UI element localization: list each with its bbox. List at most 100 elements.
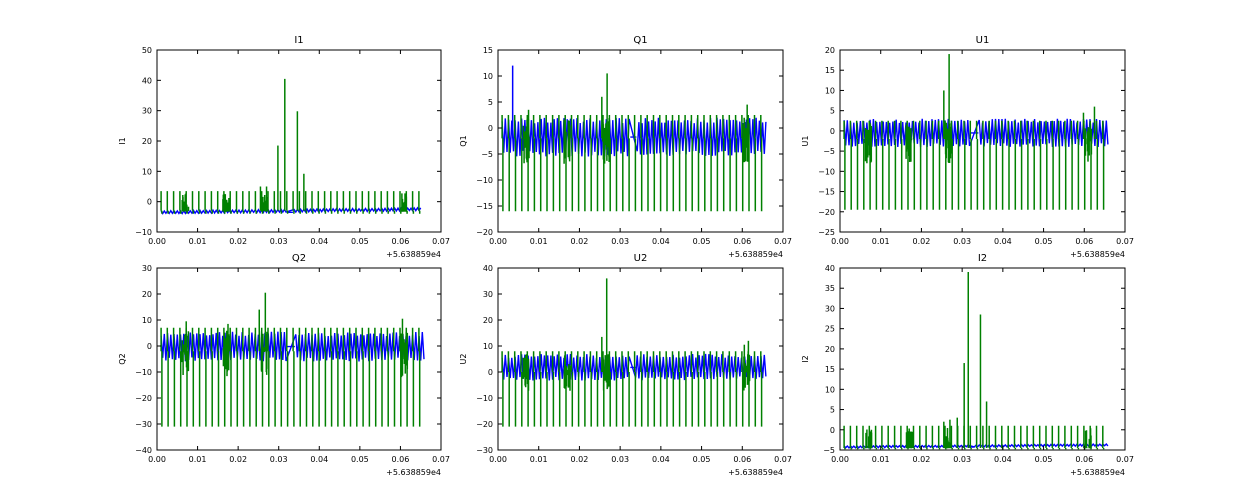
- y-tick-label: 20: [825, 345, 835, 354]
- x-tick-label: 0.00: [489, 237, 507, 246]
- y-axis-label: U1: [801, 136, 810, 147]
- subplot-title: I2: [978, 253, 987, 264]
- plot-area: [501, 65, 767, 212]
- x-tick-label: 0.01: [189, 455, 207, 464]
- x-tick-label: 0.01: [530, 455, 548, 464]
- y-axis-label: U2: [459, 354, 468, 365]
- y-tick-label: −5: [481, 150, 493, 159]
- x-tick-label: 0.01: [872, 237, 890, 246]
- y-tick-label: 0: [147, 198, 152, 207]
- x-tick-label: 0.01: [189, 237, 207, 246]
- y-tick-label: 15: [825, 365, 835, 374]
- subplot-i2: 0.00 0.01 0.02 0.03 0.04 0.05 0.06 0.07 −5 0 5 10 15…: [801, 253, 1134, 477]
- x-tick-label: 0.04: [994, 237, 1012, 246]
- x-tick-label: 0.06: [733, 237, 751, 246]
- y-axis-label: I1: [118, 137, 127, 144]
- y-tick-label: 0: [830, 426, 835, 435]
- y-tick-label: −20: [476, 420, 493, 429]
- x-offset-label: +5.638859e4: [1070, 468, 1125, 477]
- y-tick-label: 10: [142, 316, 152, 325]
- y-axis-label: Q1: [459, 135, 468, 146]
- y-tick-label: −10: [476, 176, 493, 185]
- y-tick-label: −15: [476, 202, 493, 211]
- y-tick-label: 5: [830, 406, 835, 415]
- subplot-u2: 0.00 0.01 0.02 0.03 0.04 0.05 0.06 0.07 −30 −20 −1…: [459, 253, 792, 477]
- y-tick-label: 10: [825, 385, 835, 394]
- subplot-title: Q2: [292, 253, 306, 264]
- x-tick-label: 0.05: [693, 455, 711, 464]
- y-tick-label: −10: [476, 394, 493, 403]
- y-tick-label: 35: [825, 284, 835, 293]
- series-green-spikes: [501, 351, 763, 427]
- x-tick-label: 0.04: [310, 455, 328, 464]
- x-tick-label: 0.06: [392, 237, 410, 246]
- y-tick-label: −20: [476, 228, 493, 237]
- axes-frame: [839, 267, 1126, 451]
- y-axis-label: I2: [801, 355, 810, 362]
- x-tick-label: 0.03: [611, 455, 629, 464]
- y-tick-label: 40: [825, 264, 835, 273]
- axes-frame: [839, 49, 1126, 233]
- subplot-title: U1: [976, 35, 990, 46]
- x-tick-label: 0.05: [1035, 237, 1053, 246]
- x-tick-label: 0.06: [1075, 237, 1093, 246]
- x-tick-label: 0.00: [831, 237, 849, 246]
- subplot-u1: 0.00 0.01 0.02 0.03 0.04 0.05 0.06 0.07 −25 −20 −1…: [801, 35, 1134, 259]
- y-tick-label: 10: [825, 86, 835, 95]
- subplot-q2: 0.00 0.01 0.02 0.03 0.04 0.05 0.06 0.07 −40 −30 −2…: [118, 253, 450, 477]
- x-tick-label: 0.00: [489, 455, 507, 464]
- plot-area: [501, 278, 767, 427]
- x-tick-label: 0.02: [229, 237, 247, 246]
- x-tick-label: 0.03: [270, 455, 288, 464]
- y-tick-label: 10: [483, 342, 493, 351]
- x-tick-label: 0.07: [1116, 455, 1134, 464]
- series-green-spikes: [843, 120, 1105, 210]
- x-tick-label: 0.00: [148, 237, 166, 246]
- y-tick-label: −10: [818, 167, 835, 176]
- x-offset-label: +5.638859e4: [728, 250, 783, 259]
- plot-area: [160, 292, 425, 427]
- x-tick-label: 0.05: [351, 237, 369, 246]
- y-tick-label: 40: [142, 76, 152, 85]
- y-tick-label: 40: [483, 264, 493, 273]
- x-tick-label: 0.04: [310, 237, 328, 246]
- y-tick-label: −15: [818, 188, 835, 197]
- x-tick-label: 0.03: [953, 455, 971, 464]
- x-tick-label: 0.07: [774, 237, 792, 246]
- y-tick-label: 30: [825, 304, 835, 313]
- y-tick-label: 20: [825, 46, 835, 55]
- x-offset-label: +5.638859e4: [386, 250, 441, 259]
- y-tick-label: −40: [135, 446, 152, 455]
- y-tick-label: −20: [818, 208, 835, 217]
- x-offset-label: +5.638859e4: [728, 468, 783, 477]
- x-tick-label: 0.06: [733, 455, 751, 464]
- y-tick-label: −20: [135, 394, 152, 403]
- y-tick-label: 0: [488, 368, 493, 377]
- series-green-spikes: [160, 327, 421, 427]
- y-tick-label: 0: [830, 127, 835, 136]
- y-tick-label: 20: [142, 137, 152, 146]
- series-green-spikes: [501, 115, 763, 212]
- y-tick-label: −25: [818, 228, 835, 237]
- x-tick-label: 0.07: [1116, 237, 1134, 246]
- axes-frame: [497, 49, 784, 233]
- x-tick-label: 0.02: [913, 237, 931, 246]
- x-tick-label: 0.00: [148, 455, 166, 464]
- x-tick-label: 0.07: [432, 237, 450, 246]
- y-tick-label: 25: [825, 325, 835, 334]
- y-tick-label: −10: [135, 228, 152, 237]
- x-tick-label: 0.02: [229, 455, 247, 464]
- subplot-title: Q1: [633, 35, 647, 46]
- x-tick-label: 0.03: [953, 237, 971, 246]
- y-tick-label: −30: [135, 420, 152, 429]
- series-green-spikes: [160, 191, 421, 214]
- x-tick-label: 0.04: [652, 455, 670, 464]
- y-tick-label: 0: [147, 342, 152, 351]
- y-tick-label: 30: [142, 107, 152, 116]
- x-tick-label: 0.04: [652, 237, 670, 246]
- axes-frame: [156, 267, 442, 451]
- x-tick-label: 0.06: [392, 455, 410, 464]
- subplot-q1: 0.00 0.01 0.02 0.03 0.04 0.05 0.06 0.07 −20 −15 −1…: [459, 35, 792, 259]
- x-tick-label: 0.02: [913, 455, 931, 464]
